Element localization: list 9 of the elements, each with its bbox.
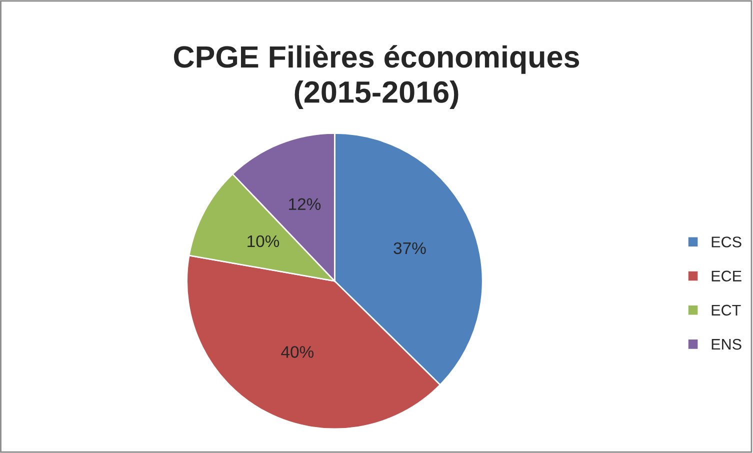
data-label: 12%: [289, 198, 321, 210]
legend-label: ECE: [712, 270, 742, 282]
data-label: 37%: [394, 242, 426, 254]
legend-label: ENS: [712, 338, 742, 350]
data-label: 10%: [248, 235, 280, 248]
legend-label: ECS: [712, 236, 742, 248]
data-label: 40%: [281, 346, 314, 358]
chart-title: CPGE Filières économiques (2015-2016): [174, 45, 580, 109]
legend-label: ECT: [712, 304, 741, 316]
